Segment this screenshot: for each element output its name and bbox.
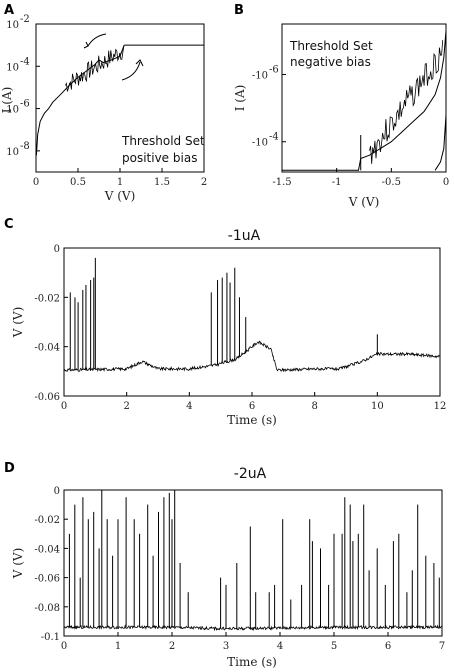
panel-d-ylabel: V (V) [11,548,25,580]
baseline-trace [63,624,442,632]
panel-a-arrow-lower-head [135,59,144,67]
y-tick-label: -0.02 [34,515,60,526]
y-tick-exponent: -6 [20,99,30,110]
y-tick-base: -10 [252,138,268,149]
x-tick-label: 1 [117,177,123,188]
x-tick-label: 0 [61,641,67,652]
x-tick-label: 10 [371,401,384,412]
panel-a-annotation-line1: Threshold Set [121,134,205,148]
x-tick-label: -1.5 [272,177,291,188]
panel-b-y-ticks: -10-6-10-4 [252,64,286,149]
y-tick-label: -0.08 [34,603,60,614]
panel-d-title: -2uA [234,466,267,482]
y-tick-exponent: -4 [20,56,30,67]
panel-b-series-1 [434,114,447,171]
panel-b: B -1.5 -1 -0.5 0 -10-6-10-4 V (V) I (A) Thr… [233,3,449,209]
x-tick-label: 1 [115,641,121,652]
y-tick-exponent: -8 [20,141,30,152]
y-tick-label: -0.06 [34,392,60,403]
panel-a: A 0 0.5 1 1.5 2 10-210-410-610-8 V (V) I (A)… [0,3,207,203]
x-tick-label: 12 [434,401,447,412]
panel-b-letter: B [234,3,244,18]
y-tick-exponent: -4 [269,132,279,143]
x-tick-label: 0 [33,177,39,188]
panel-a-xlabel: V (V) [104,189,136,203]
panel-c-axes-frame [63,247,441,397]
panel-a-ylabel: I (A) [0,87,14,114]
x-tick-label: 4 [277,641,283,652]
y-tick-exponent: -2 [20,14,30,25]
x-tick-label: 2 [123,401,129,412]
panel-d: D -2uA 0 1 2 3 4 5 6 7 0 -0.02 -0.04 -0.06 -0.08 -0.… [4,461,445,669]
panel-a-annotation-line2: positive bias [122,151,197,165]
panel-a-noise-trace [65,46,125,92]
y-tick-label: -0.04 [34,343,60,354]
x-tick-label: 0 [61,401,67,412]
panel-c: C -1uA 0 2 4 6 8 10 12 0 -0.02 -0.04 -0.06 Time (… [4,217,446,427]
panel-d-x-ticks: 0 1 2 3 4 5 6 7 [61,632,445,652]
x-tick-label: -0.5 [382,177,401,188]
panel-c-ylabel: V (V) [11,307,25,339]
panel-c-plot [63,257,441,373]
y-tick-label: 0 [54,486,60,497]
y-tick-exponent: -6 [269,64,279,75]
panel-d-xlabel: Time (s) [227,655,277,669]
x-tick-label: 0.5 [70,177,86,188]
y-tick-base: 10 [6,62,19,73]
panel-b-noise-trace [369,40,444,164]
panel-a-x-ticks: 0 0.5 1 1.5 2 [33,168,207,188]
panel-a-arrow-upper [87,33,107,47]
panel-a-arrow-upper-head [83,41,89,49]
y-tick-label: 0 [54,244,60,255]
panel-a-series-0 [35,44,125,156]
panel-b-ylabel: I (A) [233,85,247,112]
panel-d-axes-frame [63,489,443,637]
panel-a-y-ticks: 10-210-410-610-8 [6,14,40,158]
panel-d-plot [63,490,442,632]
panel-c-y-ticks: 0 -0.02 -0.04 -0.06 [34,244,68,403]
x-tick-label: 8 [311,401,317,412]
x-tick-label: 5 [331,641,337,652]
panel-b-series-0 [282,30,447,171]
panel-c-x-ticks: 0 2 4 6 8 10 12 [61,392,447,412]
y-tick-label: -0.04 [34,544,60,555]
x-tick-label: 6 [385,641,391,652]
panel-b-plot [282,30,447,171]
x-tick-label: 0 [443,177,449,188]
x-tick-label: 6 [249,401,255,412]
y-tick-label: -0.02 [34,293,60,304]
panel-c-title: -1uA [228,228,261,244]
y-tick-label: -0.06 [34,574,60,585]
x-tick-label: 1.5 [154,177,170,188]
baseline-trace [63,340,441,373]
x-tick-label: 3 [223,641,229,652]
panel-b-annotation-line2: negative bias [290,55,371,69]
x-tick-label: -1 [332,177,342,188]
panel-c-letter: C [4,217,14,232]
x-tick-label: 4 [186,401,192,412]
panel-a-axes-frame [35,23,205,173]
panel-b-x-ticks: -1.5 -1 -0.5 0 [272,168,449,188]
y-tick-base: 10 [6,20,19,31]
panel-c-xlabel: Time (s) [227,413,277,427]
x-tick-label: 2 [169,641,175,652]
y-tick-base: 10 [6,105,19,116]
panel-d-letter: D [4,461,15,476]
x-tick-label: 2 [201,177,207,188]
panel-d-y-ticks: 0 -0.02 -0.04 -0.06 -0.08 -0.1 [34,486,68,643]
panel-a-arrow-lower [121,61,141,81]
panel-a-plot [35,44,204,156]
y-tick-base: -10 [252,70,268,81]
panel-b-xlabel: V (V) [348,195,380,209]
panel-a-letter: A [4,3,14,18]
panel-b-annotation-line1: Threshold Set [289,39,373,53]
panel-b-axes-frame [281,23,447,173]
y-tick-base: 10 [6,147,19,158]
y-tick-label: -0.1 [41,632,60,643]
x-tick-label: 7 [439,641,445,652]
